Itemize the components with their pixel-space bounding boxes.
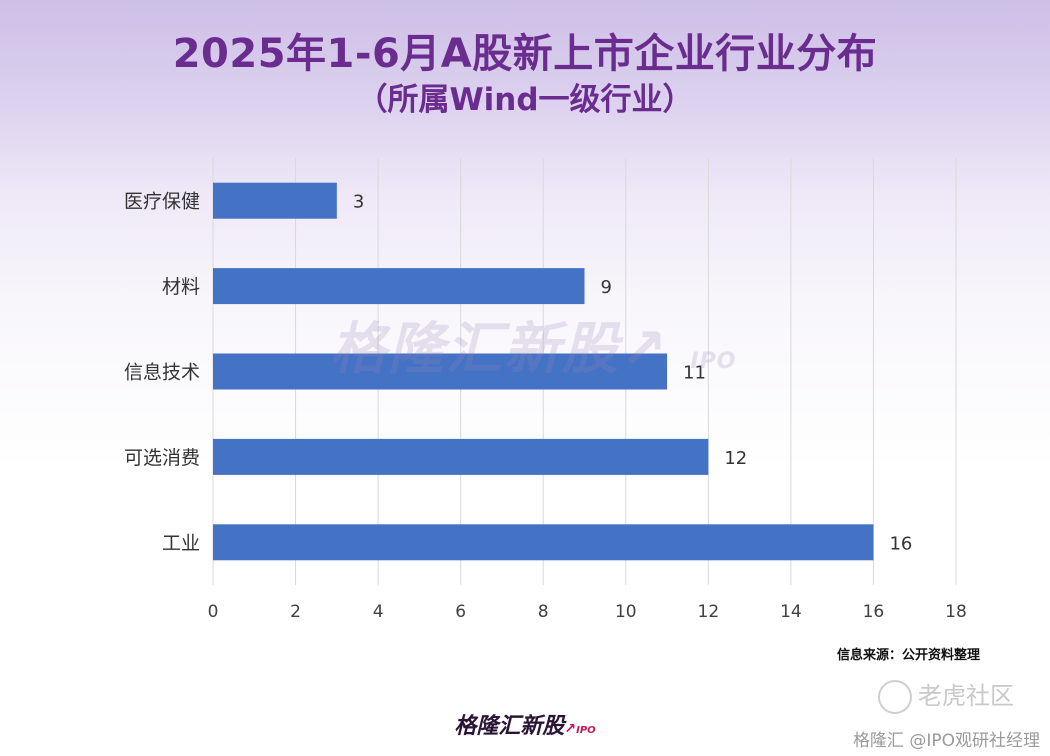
bar <box>213 438 709 475</box>
watermark-brand: 格隆汇新股 <box>330 317 620 382</box>
data-label: 12 <box>724 448 747 469</box>
x-tick-label: 18 <box>945 602 967 622</box>
x-tick-label: 2 <box>290 602 301 622</box>
x-tick-label: 4 <box>373 602 384 622</box>
category-label: 可选消费 <box>124 447 200 469</box>
x-tick-label: 8 <box>538 602 549 622</box>
x-tick-label: 10 <box>615 602 637 622</box>
bar <box>213 524 874 561</box>
watermark-ipo: IPO <box>690 349 737 374</box>
chart-title-block: 2025年1-6月A股新上市企业行业分布 （所属Wind一级行业） <box>0 28 1050 120</box>
bar <box>213 353 668 390</box>
watermark-logo: 格隆汇新股↗ IPO <box>330 304 736 385</box>
data-label: 16 <box>889 533 912 554</box>
category-label: 工业 <box>162 532 200 554</box>
footer-arrow-icon: ↗ <box>564 721 577 737</box>
category-label: 医疗保健 <box>124 191 200 213</box>
data-label: 9 <box>601 277 612 298</box>
footer-logo: 格隆汇新股↗IPO <box>0 708 1050 740</box>
credit-watermark: 格隆汇 @IPO观研社经理 <box>852 731 1040 751</box>
bar <box>213 268 585 305</box>
tiger-logo-icon <box>878 680 912 714</box>
tiger-mark-text: 老虎社区 <box>918 682 1014 710</box>
category-label: 信息技术 <box>124 362 200 384</box>
footer-brand: 格隆汇新股 <box>454 714 565 739</box>
tiger-community-mark: 老虎社区 <box>878 676 1014 714</box>
chart-subtitle: （所属Wind一级行业） <box>356 82 694 118</box>
x-tick-label: 6 <box>455 602 466 622</box>
x-tick-label: 12 <box>698 602 720 622</box>
source-note: 信息来源：公开资料整理 <box>836 648 980 663</box>
chart-title: 2025年1-6月A股新上市企业行业分布 <box>172 31 878 77</box>
x-tick-label: 0 <box>208 602 219 622</box>
x-tick-label: 16 <box>863 602 885 622</box>
watermark-arrow-icon: ↗ <box>620 317 669 382</box>
x-tick-label: 14 <box>780 602 802 622</box>
category-label: 材料 <box>162 276 200 298</box>
bar <box>213 182 337 219</box>
data-label: 11 <box>683 363 706 384</box>
data-label: 3 <box>353 192 364 213</box>
footer-ipo: IPO <box>576 725 596 736</box>
